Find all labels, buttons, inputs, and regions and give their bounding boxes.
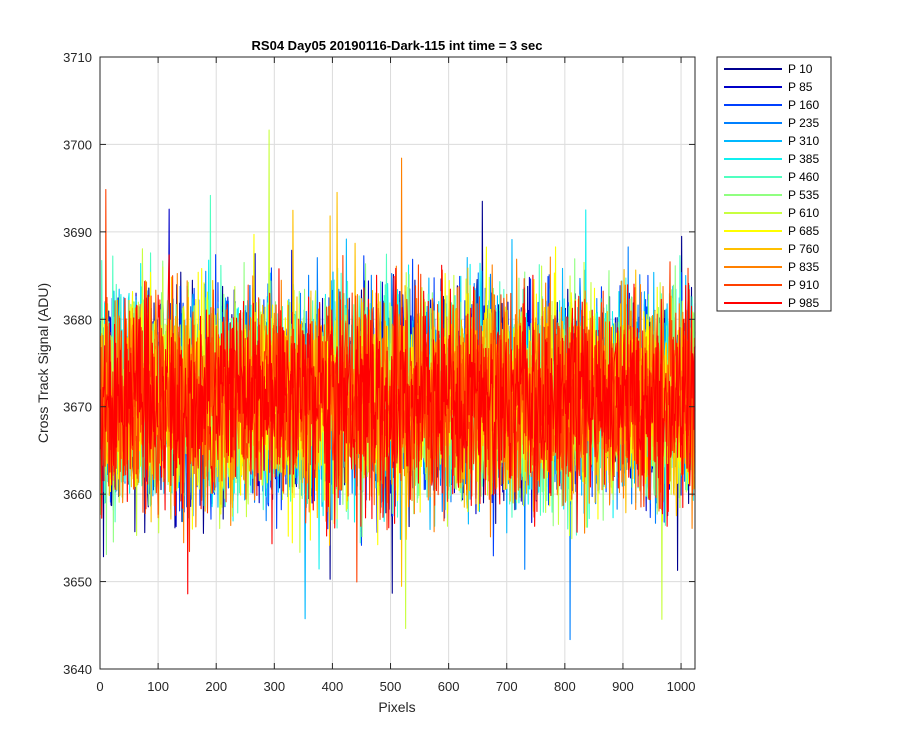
x-tick-label: 100 <box>147 679 169 694</box>
y-tick-label: 3650 <box>63 575 92 590</box>
plot-frame <box>99 56 696 670</box>
x-axis-label: Pixels <box>378 699 415 715</box>
x-tick-label: 400 <box>322 679 344 694</box>
legend-label: P 835 <box>788 260 819 274</box>
series-line <box>100 254 696 595</box>
x-tick-label: 1000 <box>667 679 696 694</box>
x-tick-label: 200 <box>205 679 227 694</box>
x-tick-label: 0 <box>96 679 103 694</box>
y-tick-label: 3640 <box>63 662 92 677</box>
x-tick-label: 700 <box>496 679 518 694</box>
legend-label: P 385 <box>788 152 819 166</box>
y-tick-label: 3660 <box>63 487 92 502</box>
ticks <box>99 56 695 670</box>
x-tick-label: 500 <box>380 679 402 694</box>
legend: P 10 P 85 P 160 P 235 P 310 P 385 P 460 P 535 P … <box>716 56 832 312</box>
legend-label: P 610 <box>788 206 819 220</box>
legend-label: P 685 <box>788 224 819 238</box>
legend-label: P 985 <box>788 296 819 310</box>
x-tick-label: 600 <box>438 679 460 694</box>
legend-label: P 160 <box>788 98 819 112</box>
y-tick-label: 3700 <box>63 137 92 152</box>
y-tick-label: 3690 <box>63 225 92 240</box>
legend-label: P 910 <box>788 278 819 292</box>
legend-box <box>716 56 832 312</box>
y-axis-label: Cross Track Signal (ADU) <box>35 283 51 443</box>
x-tick-label: 900 <box>612 679 634 694</box>
x-tick-label: 300 <box>263 679 285 694</box>
y-tick-label: 3680 <box>63 312 92 327</box>
legend-label: P 760 <box>788 242 819 256</box>
series-layer <box>100 129 696 641</box>
legend-label: P 85 <box>788 80 813 94</box>
legend-label: P 535 <box>788 188 819 202</box>
y-tick-label: 3670 <box>63 400 92 415</box>
legend-label: P 235 <box>788 116 819 130</box>
legend-label: P 460 <box>788 170 819 184</box>
chart-title: RS04 Day05 20190116-Dark-115 int time = … <box>252 38 543 53</box>
tick-labels: 0 100 200 300 400 500 600 700 800 900 1000 3640 3650… <box>63 50 695 694</box>
legend-label: P 10 <box>788 62 813 76</box>
x-tick-label: 800 <box>554 679 576 694</box>
y-tick-label: 3710 <box>63 50 92 65</box>
legend-label: P 310 <box>788 134 819 148</box>
